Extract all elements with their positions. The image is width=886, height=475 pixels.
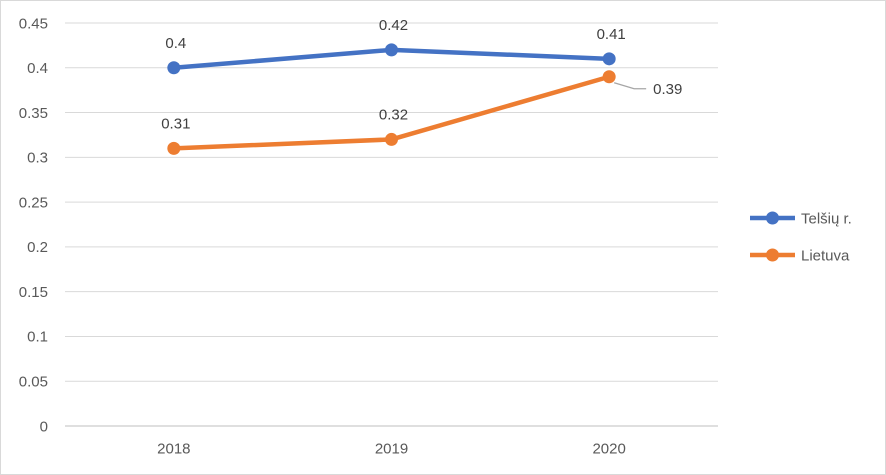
data-label: 0.42	[379, 17, 408, 34]
legend-point-marker-icon	[766, 248, 779, 262]
y-axis-tick-label: 0.35	[19, 105, 48, 122]
data-label: 0.32	[379, 107, 408, 124]
x-axis-tick-label: 2019	[375, 440, 408, 457]
y-axis-tick-label: 0.45	[19, 15, 48, 32]
y-axis-tick-label: 0.25	[19, 194, 48, 211]
y-axis-tick-label: 0.2	[27, 239, 48, 256]
data-label: 0.41	[597, 26, 626, 43]
legend-item-telsiu: Telšių r.	[750, 210, 852, 227]
data-point-marker	[167, 61, 181, 75]
y-axis-tick-label: 0.05	[19, 373, 48, 390]
y-axis-tick-label: 0.15	[19, 284, 48, 301]
legend-point-marker-icon	[766, 211, 779, 225]
y-axis-tick-label: 0	[40, 418, 48, 435]
data-point-marker	[167, 141, 181, 155]
x-axis-tick-label: 2020	[592, 440, 625, 457]
legend-label: Telšių r.	[801, 210, 852, 227]
y-axis-tick-label: 0.4	[27, 60, 48, 77]
x-axis-tick-label: 2018	[157, 440, 190, 457]
y-axis-tick-label: 0.3	[27, 150, 48, 167]
data-point-marker	[602, 70, 616, 84]
data-label: 0.39	[653, 81, 682, 98]
data-label-leader-line	[613, 82, 647, 90]
data-point-marker	[602, 52, 616, 66]
y-axis-tick-label: 0.1	[27, 329, 48, 346]
data-label: 0.4	[165, 35, 186, 52]
legend-label: Lietuva	[801, 247, 850, 264]
data-point-marker	[385, 43, 398, 57]
data-label: 0.31	[161, 116, 190, 133]
legend-item-lietuva: Lietuva	[750, 247, 850, 264]
data-point-marker	[385, 132, 398, 146]
